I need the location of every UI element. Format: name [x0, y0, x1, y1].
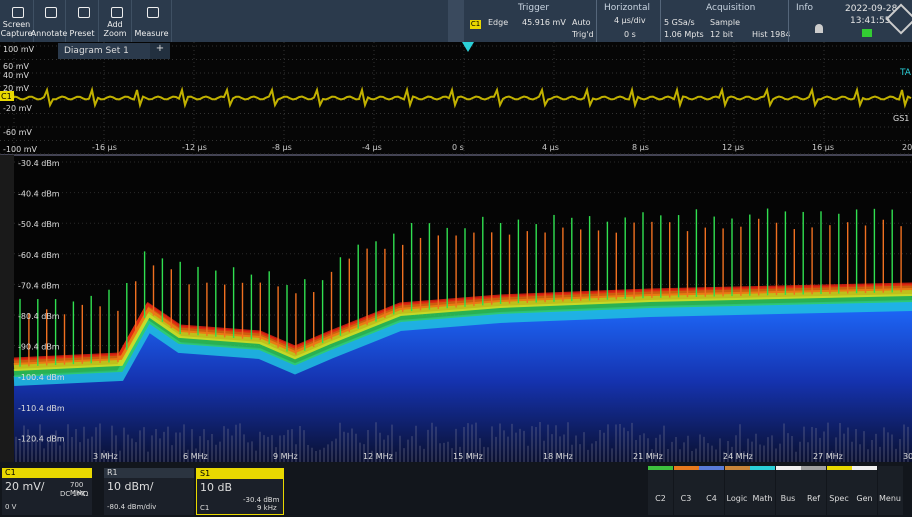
acquisition-rate: 5 GSa/s — [664, 18, 695, 27]
acquisition-points: 1.06 Mpts — [664, 30, 704, 39]
r1-reference: -80.4 dBm/div — [107, 503, 156, 511]
trigger-source: C1 — [470, 20, 481, 29]
time-x-label: 16 µs — [812, 143, 834, 152]
info-title[interactable]: Info — [796, 3, 813, 13]
dock-button[interactable]: Bus — [776, 466, 801, 515]
s1-box[interactable]: S1 10 dB -30.4 dBm C1 9 kHz — [196, 468, 284, 515]
toolbar-icon — [111, 7, 123, 18]
dock-button[interactable]: C2 — [648, 466, 673, 515]
time-x-label: -8 µs — [272, 143, 292, 152]
spectrum-x-label: 15 MHz — [453, 452, 483, 461]
spectrum-y-label: -60.4 dBm — [18, 251, 60, 260]
dock-button[interactable]: Ref — [801, 466, 826, 515]
separator — [596, 0, 597, 42]
spectrum-y-label: -110.4 dBm — [18, 404, 65, 413]
horizontal-title: Horizontal — [604, 3, 650, 13]
s1-scale: 10 dB — [200, 481, 232, 494]
marker-ta: TA — [899, 68, 912, 78]
spectrum-x-label: 27 MHz — [813, 452, 843, 461]
separator — [788, 0, 789, 42]
horizontal-position: 0 s — [624, 30, 636, 39]
trigger-mode: Auto — [572, 18, 591, 27]
c1-scale: 20 mV/ — [5, 480, 44, 493]
time: 13:41:55 — [850, 16, 890, 26]
c1-coupling: DC 1MΩ — [60, 490, 88, 498]
time-y-label: 60 mV — [3, 62, 30, 71]
separator — [660, 0, 661, 42]
time-x-label: 12 µs — [722, 143, 744, 152]
dock-button[interactable]: C3 — [674, 466, 699, 515]
spectrum-y-label: -30.4 dBm — [18, 159, 60, 168]
trigger-state: Trig'd — [572, 30, 594, 39]
spectrum-x-label: 18 MHz — [543, 452, 573, 461]
toolbar-icon — [147, 7, 159, 18]
c1-offset: 0 V — [5, 503, 16, 511]
spectrum-x-label: 12 MHz — [363, 452, 393, 461]
spectrum-y-label: -40.4 dBm — [18, 190, 60, 199]
date: 2022-09-28 — [845, 4, 897, 14]
channel-label: C1 — [1, 92, 12, 101]
acquisition-title: Acquisition — [706, 3, 755, 13]
spectrum-y-label: -50.4 dBm — [18, 220, 60, 229]
bell-icon — [815, 24, 823, 33]
horizontal-scale: 4 µs/div — [614, 16, 646, 25]
spectrum-x-label: 30 MHz — [903, 452, 912, 461]
acquisition-resolution: 12 bit — [710, 30, 733, 39]
trigger-title: Trigger — [518, 3, 549, 13]
dock-button[interactable]: Spec — [827, 466, 852, 515]
scope-screen: C1 Trigger Edge 45.916 mV Auto Trig'd Ho… — [0, 0, 912, 517]
r1-scale: 10 dBm/ — [107, 480, 153, 493]
time-x-label: 20 µs — [902, 143, 912, 152]
r1-name: R1 — [104, 468, 194, 478]
time-y-label: -100 mV — [3, 145, 37, 154]
spectrum-y-label: -120.4 dBm — [18, 434, 65, 443]
time-x-label: -12 µs — [182, 143, 207, 152]
s1-level: -30.4 dBm — [243, 496, 279, 504]
s1-source: C1 — [200, 504, 209, 512]
c1-box[interactable]: C1 20 mV/ 700 MHz DC 1MΩ 0 V — [2, 468, 92, 515]
dock-button[interactable]: Logic — [725, 466, 750, 515]
trigger-level: 45.916 mV — [522, 18, 566, 27]
spectrum-axis-strip — [0, 155, 14, 462]
network-icon — [862, 29, 872, 37]
spectrum-x-label: 21 MHz — [633, 452, 663, 461]
dock-button[interactable]: Math — [750, 466, 775, 515]
trigger-type: Edge — [488, 18, 508, 27]
dock-button[interactable]: Menu — [878, 466, 903, 515]
diagram-tab[interactable]: Diagram Set 1 — [58, 43, 150, 59]
spectrum-x-label: 3 MHz — [93, 452, 118, 461]
time-x-label: 0 s — [452, 143, 464, 152]
s1-rbw: 9 kHz — [257, 504, 277, 512]
spectrum-y-label: -70.4 dBm — [18, 281, 60, 290]
dock-button[interactable]: C4 — [699, 466, 724, 515]
time-y-label: 40 mV — [3, 71, 30, 80]
spectrum-x-label: 6 MHz — [183, 452, 208, 461]
toolbar-icon — [78, 7, 90, 18]
spectrum-x-label: 24 MHz — [723, 452, 753, 461]
marker-gs1: GS1 — [893, 114, 909, 123]
add-tab[interactable]: + — [150, 43, 170, 59]
toolbar-icon — [12, 7, 24, 18]
r1-box[interactable]: R1 10 dBm/ -80.4 dBm/div — [104, 468, 194, 515]
time-y-label: -20 mV — [3, 104, 32, 113]
acquisition-hist: Hist 1984 — [752, 30, 790, 39]
spectrum-y-label: -100.4 dBm — [18, 373, 65, 382]
time-x-label: 4 µs — [542, 143, 559, 152]
acquisition-mode: Sample — [710, 18, 740, 27]
toolbar-icon — [45, 7, 57, 18]
spectrum-x-label: 9 MHz — [273, 452, 298, 461]
dock-button[interactable]: Gen — [852, 466, 877, 515]
c1-name: C1 — [2, 468, 92, 478]
time-x-label: 8 µs — [632, 143, 649, 152]
time-x-label: -16 µs — [92, 143, 117, 152]
spectrum-y-label: -90.4 dBm — [18, 343, 60, 352]
spectrum-y-label: -80.4 dBm — [18, 312, 60, 321]
time-y-label: 100 mV — [3, 45, 35, 54]
trigger-settings[interactable] — [448, 0, 464, 42]
s1-name: S1 — [197, 469, 283, 479]
time-x-label: -4 µs — [362, 143, 382, 152]
time-y-label: -60 mV — [3, 128, 32, 137]
